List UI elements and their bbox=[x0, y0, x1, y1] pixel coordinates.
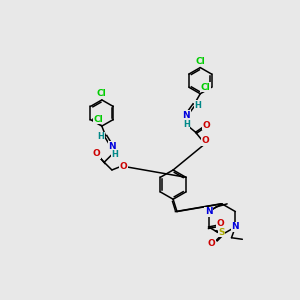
Text: H: H bbox=[112, 150, 118, 159]
Text: N: N bbox=[108, 142, 116, 151]
Text: O: O bbox=[92, 149, 100, 158]
Text: H: H bbox=[98, 132, 104, 141]
Text: O: O bbox=[216, 219, 224, 228]
Text: O: O bbox=[202, 121, 210, 130]
Text: H: H bbox=[183, 120, 190, 129]
Text: N: N bbox=[182, 111, 190, 120]
Text: N: N bbox=[205, 207, 212, 216]
Text: O: O bbox=[120, 162, 128, 171]
Text: H: H bbox=[194, 101, 201, 110]
Text: O: O bbox=[202, 136, 210, 145]
Text: S: S bbox=[218, 228, 225, 237]
Text: Cl: Cl bbox=[195, 57, 205, 66]
Text: N: N bbox=[232, 223, 239, 232]
Text: O: O bbox=[208, 239, 216, 248]
Text: Cl: Cl bbox=[93, 115, 103, 124]
Text: Cl: Cl bbox=[97, 89, 107, 98]
Text: Cl: Cl bbox=[201, 83, 210, 92]
